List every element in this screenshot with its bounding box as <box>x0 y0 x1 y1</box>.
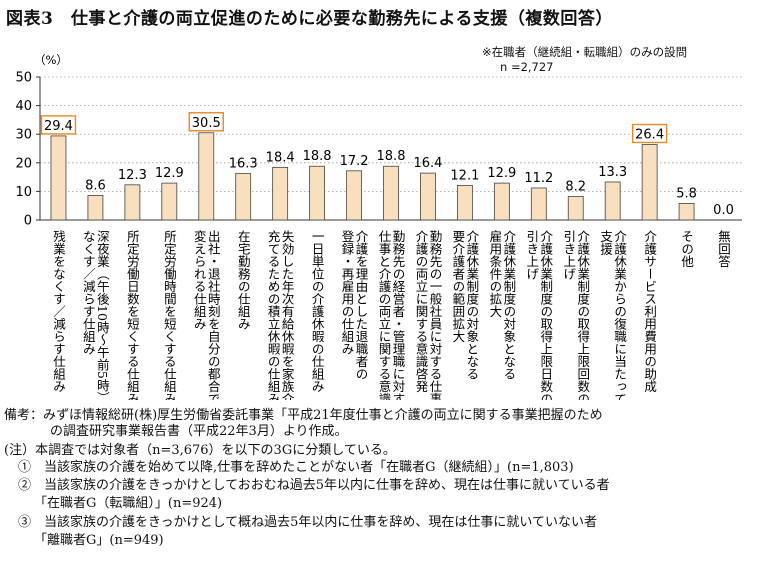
value-label-3: 12.3 <box>118 168 147 183</box>
value-label-15: 8.2 <box>565 180 586 195</box>
value-label-9: 17.2 <box>340 154 369 169</box>
y-tick-label: 40 <box>15 99 32 114</box>
y-tick-label: 0 <box>24 214 32 229</box>
bar-chart: （%） 0 10 20 30 40 50 29.4 8.6 12.3 12.9 30.5 16.3 18.… <box>15 53 742 400</box>
respondent-note: ※在職者（継続組・転職組）のみの設問 <box>482 45 688 59</box>
category-label: 介護休業制度の対象となる <box>501 230 516 380</box>
bar-10 <box>383 165 399 221</box>
value-label-6: 16.3 <box>229 156 258 171</box>
note-item-1: ① 当該家族の介護を始めて以降,仕事を辞めたことがない者「在職者G（継続組）」(… <box>18 460 574 475</box>
y-unit-label: （%） <box>34 53 68 67</box>
category-label: 充てるための積立休暇の仕組み <box>266 229 281 400</box>
value-label-4: 12.9 <box>155 166 184 181</box>
bar-2 <box>87 195 104 221</box>
value-label-1: 29.4 <box>44 119 73 134</box>
category-label: 介護を理由とした退職者の <box>354 230 369 380</box>
note-item-2b: 「在職者G（転職組）」(n=924) <box>34 496 223 511</box>
value-label-8: 18.8 <box>303 149 332 164</box>
value-label-16: 13.3 <box>598 165 627 180</box>
category-label: 一日単位の介護休暇の仕組み <box>310 230 325 393</box>
category-label: 仕事と介護の両立に関する意識啓発 <box>377 230 392 400</box>
source-line-2: の調査研究事業報告書（平成22年3月）より作成。 <box>50 424 348 439</box>
bar-11 <box>420 172 436 221</box>
bar-1 <box>50 135 67 221</box>
y-tick-label: 50 <box>15 71 32 86</box>
note-item-3a: ③ 当該家族の介護をきっかけとして概ね過去5年以内に仕事を辞め、現在は仕事に就い… <box>18 515 597 530</box>
bar-6 <box>235 172 252 221</box>
category-label: 登録・再雇用の仕組み <box>340 229 355 355</box>
category-label: 出社・退社時刻を自分の都合で <box>206 230 221 400</box>
category-label: その他 <box>679 230 694 268</box>
value-label-13: 12.9 <box>487 166 516 181</box>
bar-12 <box>456 184 473 221</box>
y-tick-label: 20 <box>15 156 32 171</box>
category-label: 所定労働時間を短くする仕組み <box>162 230 177 400</box>
sample-size-note: n =2,727 <box>500 60 554 74</box>
category-label: 要介護者の範囲拡大 <box>450 230 465 343</box>
chart-title: 図表3 仕事と介護の両立促進のために必要な勤務先による支援（複数回答） <box>6 9 613 29</box>
bar-18 <box>678 203 695 221</box>
bar-14 <box>530 187 547 221</box>
category-label: 残業をなくす／減らす仕組み <box>51 230 66 393</box>
value-label-18: 5.8 <box>676 186 697 201</box>
category-label: 勤務先の一般社員に対する仕事と <box>427 230 442 400</box>
value-label-14: 11.2 <box>524 171 553 186</box>
category-label: 勤務先の経営者・管理職に対する <box>391 230 406 400</box>
category-label: 変えられる仕組み <box>192 229 207 330</box>
bar-16 <box>604 181 621 221</box>
value-label-2: 8.6 <box>85 178 106 193</box>
category-label: 介護休業からの復職に当たっての <box>612 230 627 400</box>
category-label: 介護の両立に関する意識啓発 <box>413 230 428 393</box>
value-label-12: 12.1 <box>450 168 479 183</box>
note-item-2a: ② 当該家族の介護をきっかけとしておおむね過去5年以内に仕事を辞め、現在は仕事に… <box>18 478 610 493</box>
bar-7 <box>272 166 289 221</box>
bar-5 <box>198 132 215 221</box>
category-label: 無回答 <box>716 229 731 268</box>
bar-17 <box>641 144 658 221</box>
category-label: 引き上げ <box>524 230 539 280</box>
source-line-1: 備考：みずほ情報総研(株)厚生労働省委託事業「平成21年度仕事と介護の両立に関す… <box>4 408 603 423</box>
bar-13 <box>493 182 510 221</box>
category-label: 在宅勤務の仕組み <box>236 230 251 330</box>
note-item-3b: 「離職者G」(n=949) <box>34 533 164 548</box>
y-tick-label: 30 <box>15 128 32 143</box>
category-label: 介護休業制度の対象となる <box>464 230 479 380</box>
category-label: 介護休業制度の取得上限日数の <box>538 230 553 400</box>
bar-9 <box>346 170 362 221</box>
bar-8 <box>309 165 326 221</box>
value-label-10: 18.8 <box>377 149 406 164</box>
value-label-7: 18.4 <box>266 150 295 165</box>
bar-3 <box>124 184 141 221</box>
note-line: (注）本調査では対象者（n=3,676）を以下の3Gに分類している。 <box>4 443 396 458</box>
category-label: 介護サービス利用費用の助成 <box>642 230 657 393</box>
value-label-11: 16.4 <box>413 156 442 171</box>
category-label: 深夜業（午後10時～午前5時）を <box>95 230 110 400</box>
category-label: なくす／減らす仕組み <box>81 230 96 355</box>
value-highlight-box <box>631 123 668 144</box>
bar-4 <box>161 182 178 221</box>
category-label: 介護休業制度の取得上限回数の <box>575 230 590 400</box>
category-label: 引き上げ <box>561 230 576 280</box>
category-label: 支援 <box>598 230 613 256</box>
category-label: 雇用条件の拡大 <box>487 229 502 318</box>
category-label: 失効した年次有給休暇を家族介護に <box>280 229 295 400</box>
value-label-5: 30.5 <box>192 116 221 131</box>
value-label-19: 0.0 <box>713 203 734 218</box>
bar-15 <box>567 196 584 221</box>
value-label-17: 26.4 <box>635 127 664 142</box>
value-highlight-box <box>188 112 224 132</box>
category-label: 所定労働日数を短くする仕組み <box>125 230 140 400</box>
y-tick-label: 10 <box>15 185 32 200</box>
value-highlight-box <box>40 115 77 135</box>
